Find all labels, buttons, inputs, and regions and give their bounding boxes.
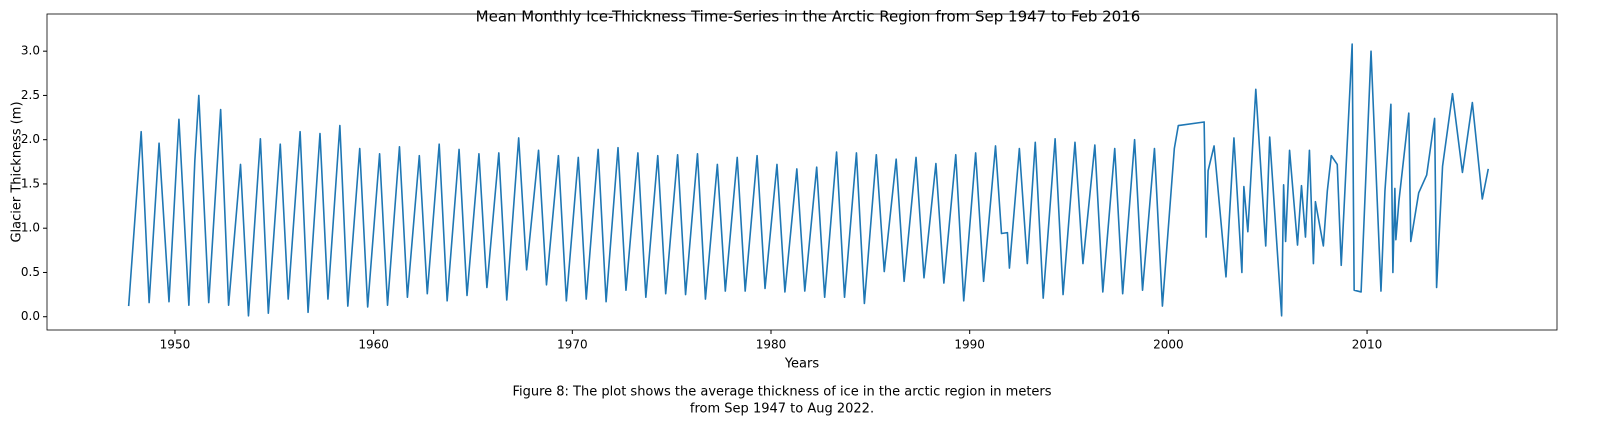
x-tick-label: 2000 xyxy=(1153,338,1184,352)
y-tick-label: 2.0 xyxy=(21,132,40,146)
chart-title: Mean Monthly Ice-Thickness Time-Series i… xyxy=(476,8,1141,26)
x-axis-label: Years xyxy=(784,357,820,372)
x-tick-label: 1990 xyxy=(954,338,985,352)
x-tick-label: 1980 xyxy=(756,338,787,352)
plot-frame xyxy=(46,13,1558,331)
y-tick-label: 0.0 xyxy=(21,309,40,323)
y-tick-label: 2.5 xyxy=(21,88,40,102)
y-tick-label: 0.5 xyxy=(21,265,40,279)
x-tick-label: 1960 xyxy=(358,338,389,352)
y-tick-label: 3.0 xyxy=(21,44,40,58)
x-tick-label: 1950 xyxy=(160,338,191,352)
data-line xyxy=(127,43,1490,317)
caption-line: Figure 8: The plot shows the average thi… xyxy=(512,385,1051,400)
x-tick-label: 1970 xyxy=(557,338,588,352)
y-tick-label: 1.5 xyxy=(21,176,40,190)
y-tick-label: 1.0 xyxy=(21,221,40,235)
y-axis-label: Glacier Thickness (m) xyxy=(10,101,25,242)
x-tick-label: 2010 xyxy=(1352,338,1383,352)
caption-line: from Sep 1947 to Aug 2022. xyxy=(690,402,874,417)
